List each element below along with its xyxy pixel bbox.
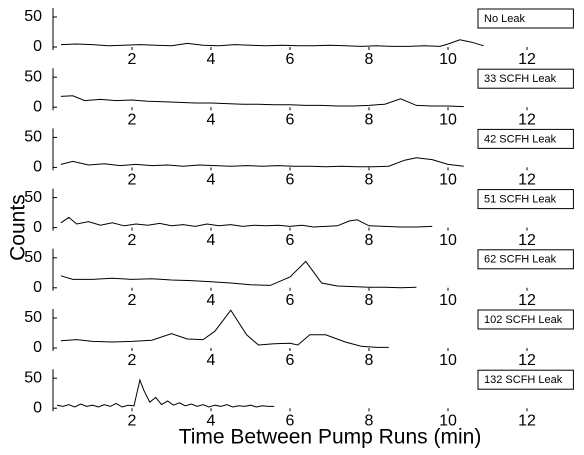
legend-box xyxy=(477,8,574,29)
x-tick-label: 12 xyxy=(518,412,536,429)
legend-label: 62 SCFH Leak xyxy=(484,254,557,266)
x-tick-label: 6 xyxy=(286,232,295,249)
y-tick-label: 50 xyxy=(24,369,42,386)
x-tick-label: 8 xyxy=(365,172,374,189)
x-tick-label: 12 xyxy=(518,111,536,128)
x-tick-label: 10 xyxy=(439,352,457,369)
legend-label: No Leak xyxy=(484,13,525,25)
legend-label: 132 SCFH Leak xyxy=(484,374,563,386)
x-tick-label: 4 xyxy=(207,292,216,309)
x-axis-label: Time Between Pump Runs (min) xyxy=(179,426,482,449)
y-tick-label: 0 xyxy=(33,38,42,55)
x-tick-label: 6 xyxy=(286,111,295,128)
series-line xyxy=(60,157,464,168)
y-tick-label: 0 xyxy=(33,219,42,236)
y-axis-label: Counts xyxy=(7,194,30,261)
series-line xyxy=(60,260,417,289)
x-tick-label: 6 xyxy=(286,352,295,369)
legend-box xyxy=(477,369,574,390)
y-tick-label: 0 xyxy=(33,279,42,296)
x-tick-label: 10 xyxy=(439,232,457,249)
y-tick-label: 50 xyxy=(24,189,42,206)
y-tick-label: 50 xyxy=(24,129,42,146)
y-tick-label: 0 xyxy=(33,159,42,176)
legend-label: 102 SCFH Leak xyxy=(484,314,563,326)
series-line xyxy=(60,39,484,47)
x-tick-label: 6 xyxy=(286,292,295,309)
y-tick-label: 50 xyxy=(24,309,42,326)
x-tick-label: 8 xyxy=(365,412,374,429)
x-tick-label: 8 xyxy=(365,352,374,369)
series-line xyxy=(56,378,275,408)
x-tick-label: 12 xyxy=(518,352,536,369)
x-tick-label: 10 xyxy=(439,172,457,189)
series-line xyxy=(60,216,433,228)
x-tick-label: 6 xyxy=(286,172,295,189)
x-tick-label: 8 xyxy=(365,292,374,309)
x-tick-label: 10 xyxy=(439,51,457,68)
x-tick-label: 10 xyxy=(439,292,457,309)
x-tick-label: 12 xyxy=(518,292,536,309)
legend-label: 33 SCFH Leak xyxy=(484,73,557,85)
x-tick-label: 2 xyxy=(128,51,137,68)
y-tick-label: 50 xyxy=(24,8,42,25)
x-tick-label: 12 xyxy=(518,172,536,189)
x-tick-label: 4 xyxy=(207,172,216,189)
x-tick-label: 4 xyxy=(207,232,216,249)
series-line xyxy=(60,309,389,348)
x-tick-label: 2 xyxy=(128,172,137,189)
y-tick-label: 50 xyxy=(24,249,42,266)
x-tick-label: 2 xyxy=(128,292,137,309)
legend-box xyxy=(477,128,574,149)
x-tick-label: 10 xyxy=(439,412,457,429)
x-tick-label: 4 xyxy=(207,111,216,128)
y-tick-label: 0 xyxy=(33,339,42,356)
legend-box xyxy=(477,309,574,330)
x-tick-label: 4 xyxy=(207,51,216,68)
legend-label: 42 SCFH Leak xyxy=(484,133,557,145)
x-tick-label: 6 xyxy=(286,412,295,429)
x-tick-label: 4 xyxy=(207,412,216,429)
y-tick-label: 0 xyxy=(33,399,42,416)
x-tick-label: 10 xyxy=(439,111,457,128)
series-line xyxy=(60,95,464,108)
x-tick-label: 2 xyxy=(128,232,137,249)
x-tick-label: 12 xyxy=(518,51,536,68)
x-tick-label: 6 xyxy=(286,51,295,68)
legend-label: 51 SCFH Leak xyxy=(484,194,557,206)
x-tick-label: 2 xyxy=(128,352,137,369)
x-tick-label: 8 xyxy=(365,51,374,68)
y-tick-label: 0 xyxy=(33,98,42,115)
x-tick-label: 8 xyxy=(365,111,374,128)
legend-box xyxy=(477,249,574,270)
legend-box xyxy=(477,68,574,89)
y-tick-label: 50 xyxy=(24,68,42,85)
x-tick-label: 12 xyxy=(518,232,536,249)
x-tick-label: 4 xyxy=(207,352,216,369)
x-tick-label: 2 xyxy=(128,412,137,429)
x-tick-label: 8 xyxy=(365,232,374,249)
x-tick-label: 2 xyxy=(128,111,137,128)
legend-box xyxy=(477,189,574,210)
